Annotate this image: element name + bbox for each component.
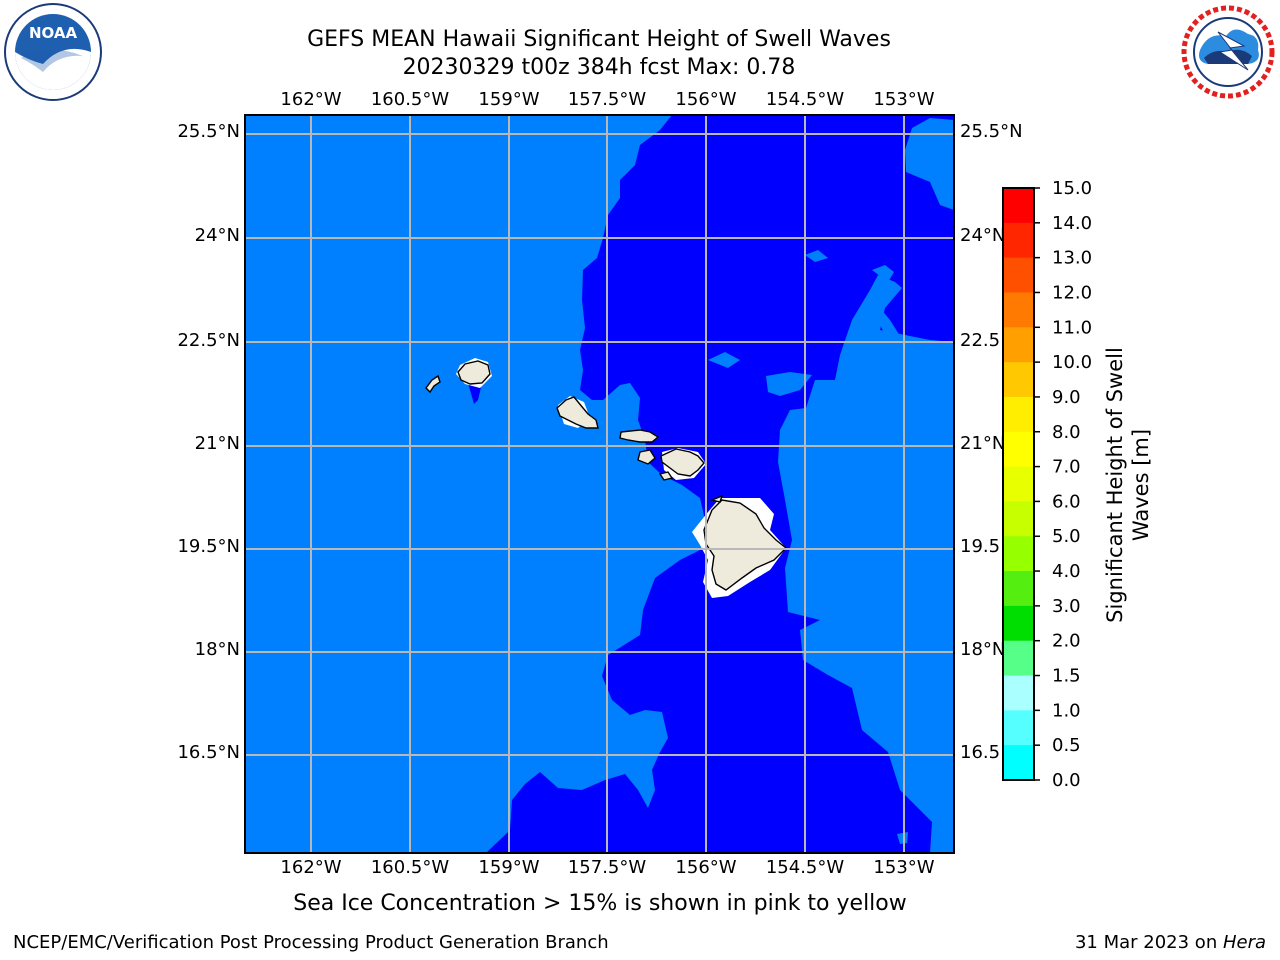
colorbar-segment bbox=[1003, 640, 1034, 677]
colorbar-tick-label: 0.0 bbox=[1052, 770, 1081, 791]
colorbar-segment bbox=[1003, 327, 1034, 363]
colorbar-title: Significant Height of Swell Waves [m] bbox=[1102, 325, 1154, 645]
colorbar-ticks: 15.0 14.0 13.0 12.0 11.0 10.0 9.0 8.0 7.0 6.0 5.0 4… bbox=[1034, 178, 1092, 791]
colorbar-frame bbox=[1002, 187, 1035, 781]
lon-tick-bottom: 154.5°W bbox=[765, 857, 845, 878]
colorbar-segment bbox=[1003, 501, 1034, 537]
lon-tick-top: 153°W bbox=[873, 89, 935, 110]
lon-tick-bottom: 159°W bbox=[478, 857, 540, 878]
lat-tick-left: 25.5°N bbox=[177, 121, 240, 142]
colorbar-tick-label: 12.0 bbox=[1052, 282, 1092, 303]
lat-tick-left: 16.5°N bbox=[177, 742, 240, 763]
lon-tick-top: 154.5°W bbox=[765, 89, 845, 110]
low-swell-band bbox=[486, 115, 954, 853]
lat-tick-right: 22.5 bbox=[960, 330, 1001, 351]
lon-tick-top: 162°W bbox=[280, 89, 342, 110]
islands bbox=[425, 360, 788, 591]
colorbar-segment bbox=[1003, 605, 1034, 642]
island-hawaii bbox=[703, 499, 788, 591]
colorbar-segment bbox=[1003, 396, 1034, 433]
island-kahoolawe bbox=[658, 471, 674, 481]
lon-tick-top: 160.5°W bbox=[370, 89, 450, 110]
colorbar-segment bbox=[1003, 536, 1034, 572]
chart-subtitle: 20230329 t00z 384h fcst Max: 0.78 bbox=[402, 55, 796, 80]
lat-tick-left: 18°N bbox=[194, 639, 240, 660]
sea-ice-note: Sea Ice Concentration > 15% is shown in … bbox=[293, 891, 907, 916]
colorbar-tick-label: 1.0 bbox=[1052, 700, 1081, 721]
lon-tick-top: 156°W bbox=[675, 89, 737, 110]
colorbar-tick-label: 2.0 bbox=[1052, 631, 1081, 652]
lat-tick-right: 18°N bbox=[960, 639, 1006, 660]
colorbar-tick-label: 8.0 bbox=[1052, 422, 1081, 443]
colorbar-segment bbox=[1003, 466, 1034, 502]
island-lanai bbox=[637, 449, 656, 465]
lon-tick-bottom: 160.5°W bbox=[370, 857, 450, 878]
lon-tick-top: 159°W bbox=[478, 89, 540, 110]
lon-tick-bottom: 156°W bbox=[675, 857, 737, 878]
map-gridlines bbox=[245, 115, 954, 853]
colorbar-tick-label: 0.5 bbox=[1052, 735, 1081, 756]
colorbar-tick-label: 6.0 bbox=[1052, 491, 1081, 512]
colorbar-segment bbox=[1003, 745, 1034, 781]
colorbar-segment bbox=[1003, 710, 1034, 746]
colorbar-tick-label: 9.0 bbox=[1052, 387, 1081, 408]
lat-tick-right: 25.5°N bbox=[960, 121, 1023, 142]
island-kauai bbox=[457, 360, 491, 385]
colorbar-segment bbox=[1003, 675, 1034, 711]
lat-tick-left: 21°N bbox=[194, 433, 240, 454]
colorbar-segment bbox=[1003, 257, 1034, 293]
lon-tick-bottom: 162°W bbox=[280, 857, 342, 878]
lat-tick-left: 22.5°N bbox=[177, 330, 240, 351]
island-molokai bbox=[619, 429, 660, 443]
lat-tick-left: 24°N bbox=[194, 225, 240, 246]
noaa-logo: NOAA bbox=[3, 2, 103, 102]
lat-tick-left: 19.5°N bbox=[177, 536, 240, 557]
colorbar-segment bbox=[1003, 188, 1034, 224]
colorbar-tick-label: 5.0 bbox=[1052, 526, 1081, 547]
lon-tick-top: 157.5°W bbox=[567, 89, 647, 110]
lat-tick-right: 21°N bbox=[960, 433, 1006, 454]
lat-tick-right: 24°N bbox=[960, 225, 1006, 246]
colorbar-tick-label: 14.0 bbox=[1052, 213, 1092, 234]
colorbar-tick-label: 11.0 bbox=[1052, 317, 1092, 338]
lon-tick-bottom: 153°W bbox=[873, 857, 935, 878]
colorbar-segment bbox=[1003, 362, 1034, 398]
chart-title: GEFS MEAN Hawaii Significant Height of S… bbox=[307, 27, 891, 52]
colorbar-tick-label: 15.0 bbox=[1052, 178, 1092, 199]
footer-date: 31 Mar 2023 on bbox=[1074, 932, 1223, 953]
colorbar-tick-label: 4.0 bbox=[1052, 561, 1081, 582]
swell-field bbox=[245, 115, 954, 853]
noaa-logo-text: NOAA bbox=[29, 24, 78, 42]
footer-right: 31 Mar 2023 on Hera bbox=[1075, 932, 1266, 953]
footer-host: Hera bbox=[1222, 932, 1266, 953]
colorbar-title-line1: Significant Height of Swell bbox=[1103, 347, 1127, 623]
map-frame bbox=[244, 114, 955, 854]
lat-tick-right: 19.5 bbox=[960, 536, 1001, 557]
colorbar-tick-label: 7.0 bbox=[1052, 457, 1081, 478]
island-maui bbox=[660, 448, 705, 477]
colorbar-segment bbox=[1003, 431, 1034, 468]
island-oahu bbox=[556, 396, 599, 429]
colorbar-segment bbox=[1003, 292, 1034, 328]
colorbar-tick-label: 3.0 bbox=[1052, 596, 1081, 617]
lat-tick-right: 16.5 bbox=[960, 742, 1001, 763]
colorbar-segment bbox=[1003, 571, 1034, 607]
colorbar-tick-label: 13.0 bbox=[1052, 248, 1092, 269]
colorbar-tick-label: 1.5 bbox=[1052, 666, 1081, 687]
colorbar-tick-label: 10.0 bbox=[1052, 352, 1092, 373]
island-niihau bbox=[425, 374, 441, 394]
colorbar bbox=[1003, 188, 1034, 781]
nws-logo bbox=[1178, 2, 1278, 102]
colorbar-segment bbox=[1003, 222, 1034, 259]
footer-left: NCEP/EMC/Verification Post Processing Pr… bbox=[13, 932, 609, 953]
colorbar-title-line2: Waves [m] bbox=[1129, 428, 1153, 542]
lon-tick-bottom: 157.5°W bbox=[567, 857, 647, 878]
